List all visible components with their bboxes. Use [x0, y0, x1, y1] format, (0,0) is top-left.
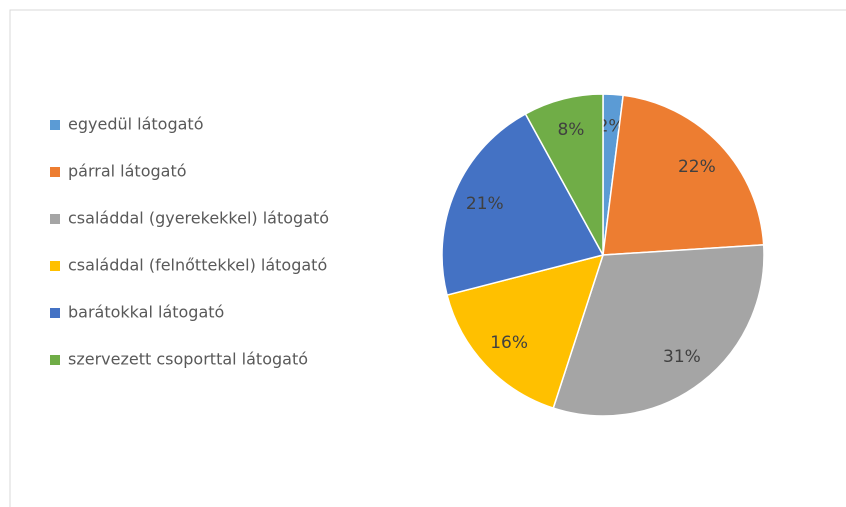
pie-slice: [446, 253, 605, 410]
legend-swatch: [50, 355, 60, 365]
value-label: 16%: [490, 333, 528, 353]
legend-label: családdal (gyerekekkel) látogató: [68, 209, 329, 228]
pie-slice: [441, 112, 605, 296]
legend-swatch: [50, 308, 60, 318]
legend-label: családdal (felnőttekkel) látogató: [68, 256, 327, 275]
value-label: 31%: [663, 347, 701, 367]
legend-swatch: [50, 167, 60, 177]
legend-swatch: [50, 120, 60, 130]
value-label: 21%: [466, 194, 504, 214]
pie-slice: [602, 94, 765, 256]
value-label: 8%: [557, 120, 584, 140]
pie-slice: [524, 93, 604, 256]
legend-label: barátokkal látogató: [68, 303, 224, 322]
legend-swatch: [50, 214, 60, 224]
value-label: 2%: [598, 116, 625, 136]
value-label: 22%: [678, 157, 716, 177]
legend-swatch: [50, 261, 60, 271]
pie-slice: [552, 244, 765, 417]
legend-label: párral látogató: [68, 162, 187, 181]
legend-label: szervezett csoporttal látogató: [68, 350, 308, 369]
legend-label: egyedül látogató: [68, 115, 203, 134]
